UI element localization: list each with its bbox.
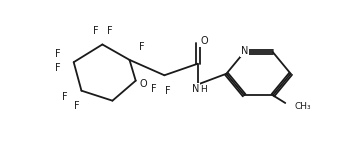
Text: F: F <box>55 49 61 59</box>
Text: N: N <box>192 84 199 94</box>
Text: F: F <box>55 63 61 73</box>
Text: CH₃: CH₃ <box>295 102 311 111</box>
Text: F: F <box>107 26 113 36</box>
Text: F: F <box>165 86 171 96</box>
Text: H: H <box>200 85 206 94</box>
Text: N: N <box>240 46 248 56</box>
Text: F: F <box>74 101 80 111</box>
Text: F: F <box>151 84 156 94</box>
Text: F: F <box>93 26 99 36</box>
Text: F: F <box>62 92 67 102</box>
Text: O: O <box>139 79 147 89</box>
Text: F: F <box>139 42 145 52</box>
Text: O: O <box>200 36 208 46</box>
